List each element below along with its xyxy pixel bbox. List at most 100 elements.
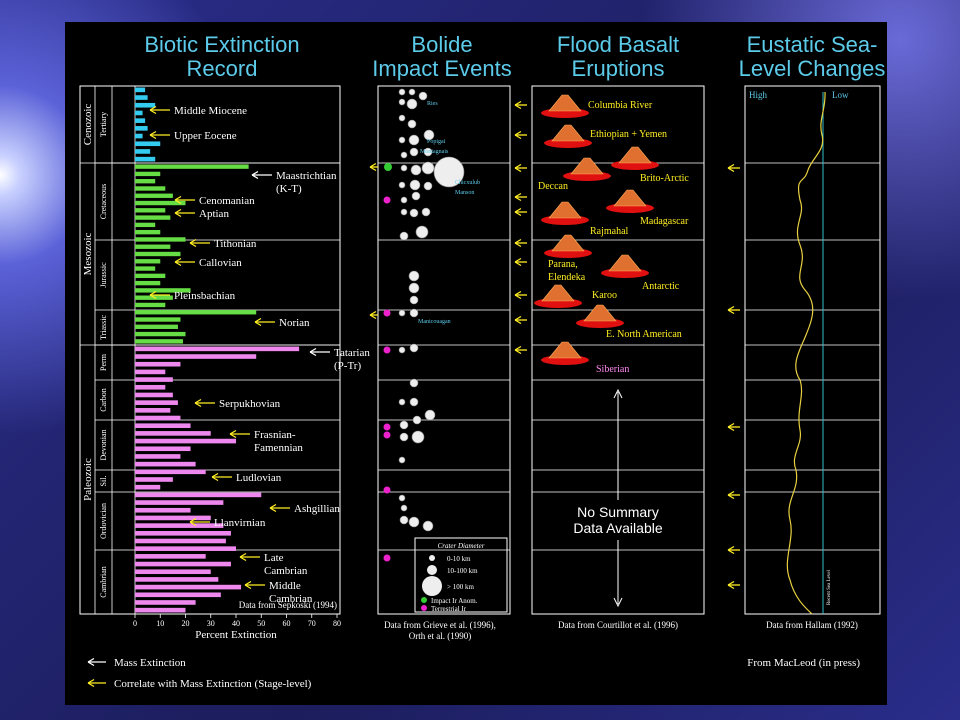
bar [135,179,156,184]
x-tick-label: 80 [333,619,341,628]
panel-title: Flood Basalt [557,32,679,57]
bar [135,280,161,286]
crater [398,398,406,406]
annotation: Tithonian [214,238,257,250]
volcano [541,284,575,302]
panel-frame [744,85,881,615]
annotation: Ashgillian [294,503,340,515]
bar [135,477,173,482]
figure-background [65,22,887,705]
period-label: Cretaceous [99,184,108,220]
bar [135,237,186,242]
crater [423,147,433,157]
bar [135,408,171,413]
arrow-head [189,238,197,248]
volcano [548,94,582,112]
eruption-label: Brito-Arctic [640,173,689,184]
arrow-head [229,429,237,439]
bar [135,200,186,206]
crater [410,164,422,176]
bar [135,95,148,100]
bar [135,492,262,498]
impact-ir [384,163,392,171]
bar [135,569,211,575]
eruption-label: Deccan [538,181,568,192]
era-label: Mesozoic [82,233,94,276]
crater [433,156,465,188]
arrow-head [727,422,735,432]
bar [135,584,242,590]
eruption-label: Elendeka [548,272,586,283]
bar [135,469,206,475]
x-tick-label: 60 [283,619,291,628]
source: Data from Sepkoski (1994) [239,600,337,610]
bar [135,149,151,154]
x-tick-label: 0 [133,619,137,628]
eruption-label: Rajmahal [590,226,629,237]
crater [412,415,422,425]
arrow-head [514,315,522,325]
crater [423,181,433,191]
volcano [570,157,604,175]
arrow-head [254,317,262,327]
legend-impact-ir [421,597,427,603]
bar [135,538,226,544]
legend-crater [422,576,442,596]
arrow-head [174,257,182,267]
legend-crater [427,565,437,575]
arrow-head [514,130,522,140]
volcano [548,341,582,359]
eruption-label: Siberian [596,364,629,375]
volcano [551,124,585,142]
crater [411,191,421,201]
legend-box [414,537,508,613]
crater [421,207,431,217]
arrow-head [514,345,522,355]
arrow-head [727,305,735,315]
legend-label: Impact Ir Anom. [431,597,478,605]
arrow-head [514,100,522,110]
arrow-head [174,208,182,218]
bar [135,523,224,528]
crater-label: Chicxulub [455,180,480,186]
eruption-label: Columbia River [588,100,653,111]
panel-title: Impact Events [372,56,511,81]
panel-title: Biotic Extinction [144,32,299,57]
crater-label: Montagnais [420,149,449,155]
arrow-head [309,347,317,357]
arrow-head [149,130,157,140]
crater [411,430,425,444]
arrow-head [189,517,197,527]
high-label: High [749,90,768,100]
annotation: Aptian [199,208,229,220]
crater [399,231,409,241]
bar [135,273,166,279]
terrestrial-ir [383,486,391,494]
legend-terrestrial-ir [421,605,427,611]
crater [409,397,419,407]
annotation: (K-T) [276,183,302,195]
eruption-label: E. North American [606,329,682,340]
crater [415,225,429,239]
arrow-head [369,162,377,172]
annotation: Maastrichtian [276,170,337,182]
bar [135,369,166,375]
era-label: Cenozoic [82,104,94,146]
credit: From MacLeod (in press) [747,657,860,669]
panel-frame [377,85,511,615]
bar [135,554,206,559]
bar [135,415,181,421]
bar [135,361,181,367]
bar [135,186,166,191]
terrestrial-ir [383,554,391,562]
crater [409,147,419,157]
crater [409,208,419,218]
period-label: Perm [99,353,108,371]
bar [135,384,166,390]
crater [407,119,417,129]
crater [398,346,406,354]
arrow-head [251,170,259,180]
annotation: Cenomanian [199,195,255,207]
panel-frame [531,85,705,615]
crater [409,308,419,318]
